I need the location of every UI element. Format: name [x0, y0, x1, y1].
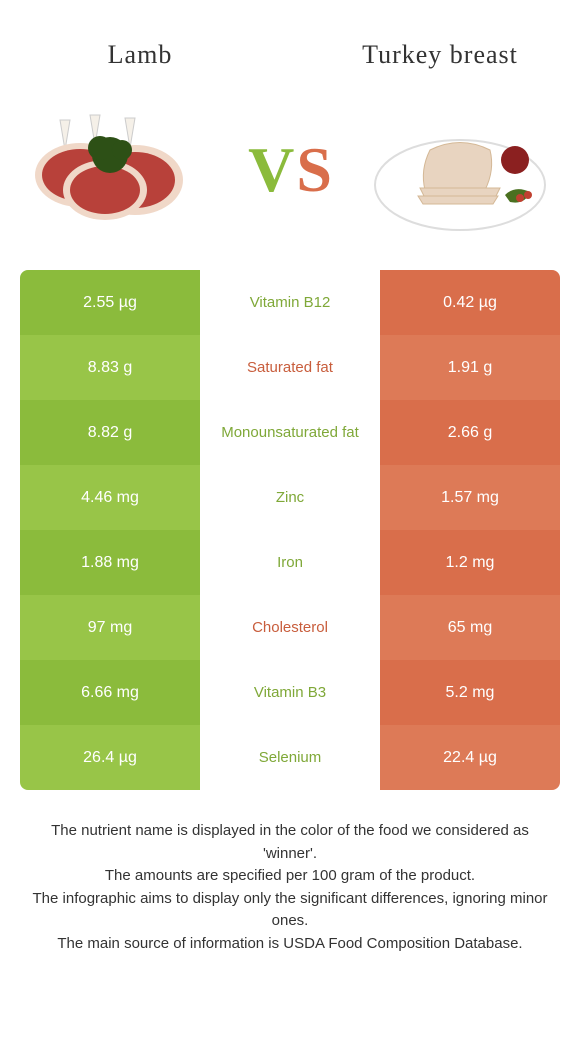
nutrient-label: Zinc	[200, 465, 380, 530]
nutrient-left-value: 8.83 g	[20, 335, 200, 400]
nutrient-label: Vitamin B12	[200, 270, 380, 335]
nutrient-row: 1.88 mgIron1.2 mg	[20, 530, 560, 595]
nutrient-left-value: 26.4 µg	[20, 725, 200, 790]
nutrient-label: Monounsaturated fat	[200, 400, 380, 465]
nutrient-row: 4.46 mgZinc1.57 mg	[20, 465, 560, 530]
nutrient-row: 8.83 gSaturated fat1.91 g	[20, 335, 560, 400]
nutrient-row: 2.55 µgVitamin B120.42 µg	[20, 270, 560, 335]
left-food-title: Lamb	[50, 40, 230, 70]
nutrient-left-value: 2.55 µg	[20, 270, 200, 335]
nutrient-table: 2.55 µgVitamin B120.42 µg8.83 gSaturated…	[20, 270, 560, 790]
header-row: Lamb Turkey breast	[20, 20, 560, 80]
nutrient-row: 26.4 µgSelenium22.4 µg	[20, 725, 560, 790]
nutrient-right-value: 65 mg	[380, 595, 560, 660]
nutrient-left-value: 6.66 mg	[20, 660, 200, 725]
nutrient-row: 8.82 gMonounsaturated fat2.66 g	[20, 400, 560, 465]
lamb-image	[30, 100, 210, 240]
right-food-title: Turkey breast	[350, 40, 530, 70]
nutrient-right-value: 5.2 mg	[380, 660, 560, 725]
nutrient-label: Saturated fat	[200, 335, 380, 400]
nutrient-row: 6.66 mgVitamin B35.2 mg	[20, 660, 560, 725]
nutrient-right-value: 22.4 µg	[380, 725, 560, 790]
vs-label: VS	[248, 133, 332, 207]
nutrient-label: Iron	[200, 530, 380, 595]
footer-line-1: The nutrient name is displayed in the co…	[30, 820, 550, 865]
footer-line-3: The infographic aims to display only the…	[30, 888, 550, 933]
turkey-image	[370, 100, 550, 240]
vs-v-letter: V	[248, 133, 294, 207]
nutrient-left-value: 4.46 mg	[20, 465, 200, 530]
nutrient-label: Cholesterol	[200, 595, 380, 660]
nutrient-right-value: 1.57 mg	[380, 465, 560, 530]
footer-text: The nutrient name is displayed in the co…	[20, 790, 560, 955]
footer-line-4: The main source of information is USDA F…	[30, 933, 550, 956]
vs-s-letter: S	[296, 133, 332, 207]
nutrient-right-value: 2.66 g	[380, 400, 560, 465]
nutrient-left-value: 1.88 mg	[20, 530, 200, 595]
images-row: VS	[20, 80, 560, 270]
nutrient-right-value: 1.2 mg	[380, 530, 560, 595]
nutrient-label: Selenium	[200, 725, 380, 790]
nutrient-label: Vitamin B3	[200, 660, 380, 725]
nutrient-right-value: 0.42 µg	[380, 270, 560, 335]
infographic-container: Lamb Turkey breast VS	[0, 0, 580, 975]
nutrient-left-value: 8.82 g	[20, 400, 200, 465]
nutrient-right-value: 1.91 g	[380, 335, 560, 400]
nutrient-left-value: 97 mg	[20, 595, 200, 660]
nutrient-row: 97 mgCholesterol65 mg	[20, 595, 560, 660]
footer-line-2: The amounts are specified per 100 gram o…	[30, 865, 550, 888]
